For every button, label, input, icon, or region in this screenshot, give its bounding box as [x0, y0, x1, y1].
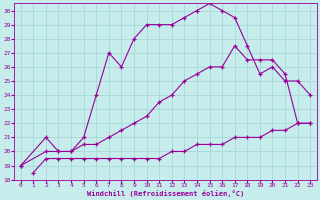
X-axis label: Windchill (Refroidissement éolien,°C): Windchill (Refroidissement éolien,°C) [87, 190, 244, 197]
